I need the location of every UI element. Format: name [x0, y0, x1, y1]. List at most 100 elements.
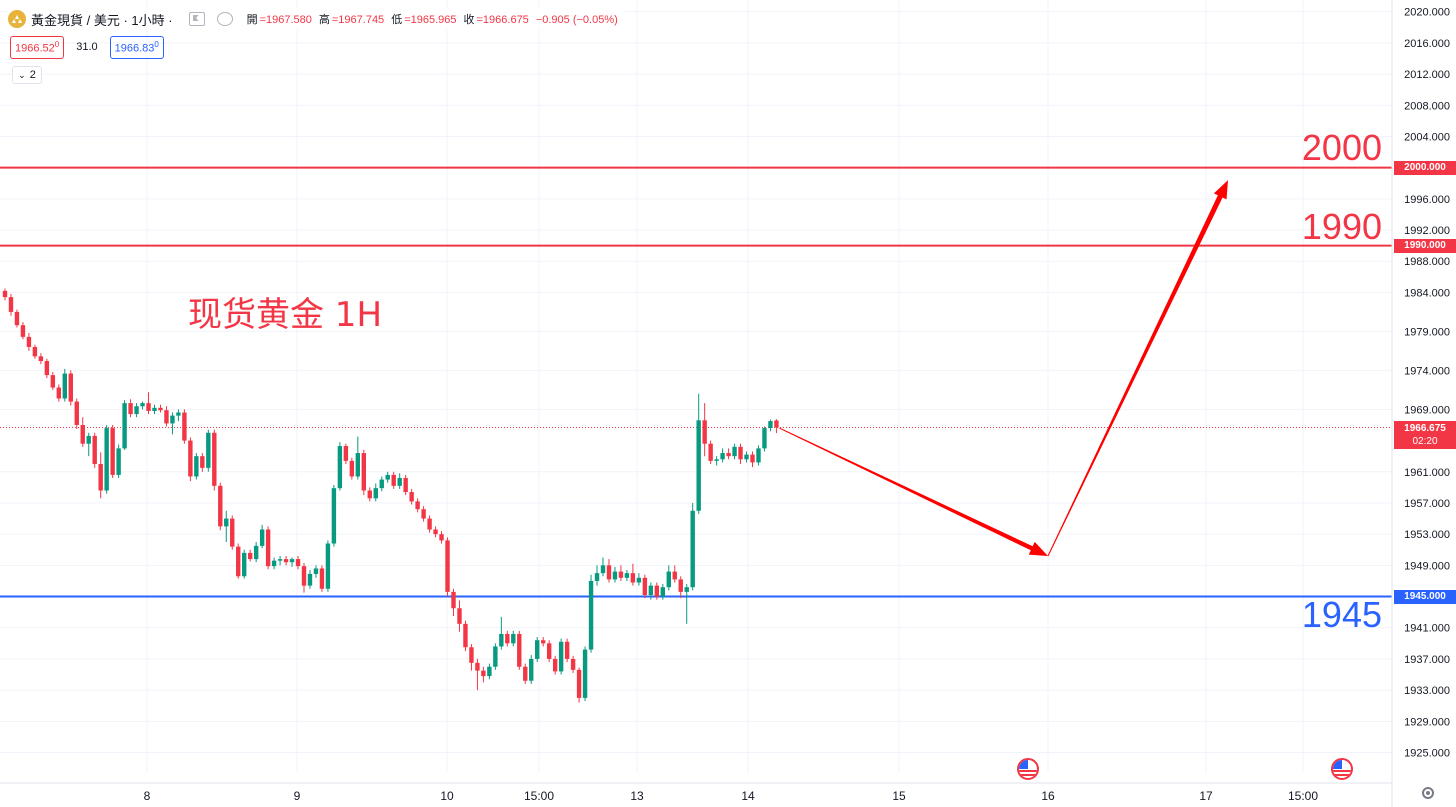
candle-body	[493, 646, 498, 667]
price-tick-label: 1937.000	[1404, 654, 1450, 666]
spread-value: 31.0	[76, 41, 98, 54]
us-event-flag-icon-2[interactable]	[1331, 758, 1353, 780]
sell-button[interactable]: 1966.520	[10, 36, 65, 59]
candle-body	[606, 565, 612, 580]
candle-body	[247, 552, 253, 560]
big-label-2000[interactable]: 2000	[1302, 127, 1382, 168]
candle-body	[361, 453, 366, 491]
candle-body	[2, 290, 8, 298]
candle-body	[397, 478, 402, 486]
candle-body	[38, 356, 44, 362]
candle-body	[523, 666, 528, 681]
candle-body	[62, 373, 67, 399]
price-tick-label: 2004.000	[1404, 131, 1450, 143]
candle-body	[277, 559, 283, 561]
time-tick-label: 16	[1041, 789, 1055, 803]
price-tick-label: 2016.000	[1404, 38, 1450, 50]
indicators-toggle-button[interactable]: ⌄ 2	[12, 66, 42, 84]
symbol-title[interactable]: 黃金現貨 / 美元 · 1小時 ·	[31, 12, 173, 28]
candle-body	[570, 658, 576, 670]
ohlc-value: =1966.675	[476, 14, 529, 26]
current-price-value: 1966.675	[1404, 422, 1446, 434]
candle-body	[750, 454, 755, 463]
candle-body	[218, 485, 223, 527]
candle-body	[451, 591, 456, 609]
candle-body	[56, 387, 62, 399]
candle-body	[690, 510, 695, 588]
candle-body	[325, 543, 331, 589]
candle-body	[295, 559, 301, 567]
candle-body	[128, 403, 133, 415]
projection-arrow[interactable]	[779, 180, 1228, 557]
candle-body	[564, 641, 570, 659]
candle-body	[445, 540, 450, 592]
market-status-icon[interactable]	[216, 12, 233, 26]
buy-button[interactable]: 1966.830	[109, 36, 164, 59]
candle-body	[582, 649, 588, 698]
candle-body	[68, 373, 73, 402]
projection-arrow-down	[779, 427, 1048, 556]
indicator-count: 2	[29, 69, 36, 81]
candle-body	[648, 585, 654, 595]
price-tick-label: 1979.000	[1404, 326, 1450, 338]
time-tick-label: 15:00	[1288, 789, 1318, 803]
price-axis-background[interactable]	[1392, 0, 1456, 807]
annotation-label[interactable]: 现货黄金 1H	[188, 295, 382, 335]
gold-symbol-icon[interactable]	[8, 10, 26, 28]
price-tick-label: 1961.000	[1404, 467, 1450, 479]
price-tick-label: 1957.000	[1404, 498, 1450, 510]
ohlc-readout: 開 =1967.580 高 =1967.745 低 =1965.965 收 =1966.675…	[247, 11, 625, 27]
candle-body	[92, 435, 97, 464]
candle-body	[600, 565, 606, 574]
candle-body	[714, 459, 719, 461]
ohlc-value: =1967.580	[259, 14, 312, 26]
candle-body	[98, 463, 103, 491]
ask-price-fraction: 0	[154, 40, 159, 49]
time-tick-label: 15	[892, 789, 906, 803]
price-label-1945[interactable]: 1945.000	[1394, 589, 1456, 604]
candle-body	[409, 492, 414, 502]
price-tick-label: 1974.000	[1404, 365, 1450, 377]
horizontal-lines[interactable]	[0, 166, 1392, 598]
candle-body	[32, 347, 38, 357]
candle-body	[696, 420, 701, 511]
candle-body	[242, 552, 247, 577]
settings-gear-icon[interactable]	[1422, 787, 1434, 799]
ohlc-key: 高	[318, 14, 330, 26]
candle-body	[666, 571, 671, 588]
candle-body	[594, 573, 600, 581]
candle-body	[588, 580, 594, 650]
big-label-1990[interactable]: 1990	[1302, 206, 1382, 247]
candle-body	[122, 403, 127, 449]
candle-body	[391, 474, 396, 486]
time-axis-ticks[interactable]: 8 9 10 15:00 13 14 15 16 17 15:00	[144, 789, 1319, 803]
price-label-1990[interactable]: 1990.000	[1394, 238, 1456, 253]
ohlc-key: 低	[391, 14, 403, 26]
candle-body	[768, 421, 773, 429]
big-label-1945[interactable]: 1945	[1302, 594, 1382, 635]
candle-body	[188, 440, 193, 477]
bid-price-fraction: 0	[54, 40, 60, 49]
price-tick-label: 2012.000	[1404, 69, 1450, 81]
ask-price: 1966.83	[114, 42, 155, 55]
price-label-2000[interactable]: 2000.000	[1394, 160, 1456, 175]
candle-body	[134, 406, 139, 415]
candle-body	[271, 560, 277, 567]
projection-arrow-up	[1047, 180, 1228, 557]
candle-body	[14, 311, 20, 326]
candle-body	[427, 518, 432, 530]
candle-body	[558, 641, 564, 672]
chart-header: 黃金現貨 / 美元 · 1小時 · 開 =1967.580 高 =1967.745 低 =…	[8, 8, 625, 30]
candle-body	[756, 448, 761, 463]
candle-body	[301, 566, 307, 586]
candle-body	[182, 412, 187, 441]
price-tick-label: 1925.000	[1404, 748, 1450, 760]
flag-icon[interactable]	[188, 12, 205, 26]
candle-body	[612, 571, 618, 580]
candle-body	[170, 415, 175, 424]
candles	[2, 288, 779, 703]
us-event-flag-icon[interactable]	[1017, 758, 1039, 780]
candle-body	[176, 412, 181, 416]
current-price-label[interactable]: 1966.675 02:20	[1394, 420, 1456, 449]
